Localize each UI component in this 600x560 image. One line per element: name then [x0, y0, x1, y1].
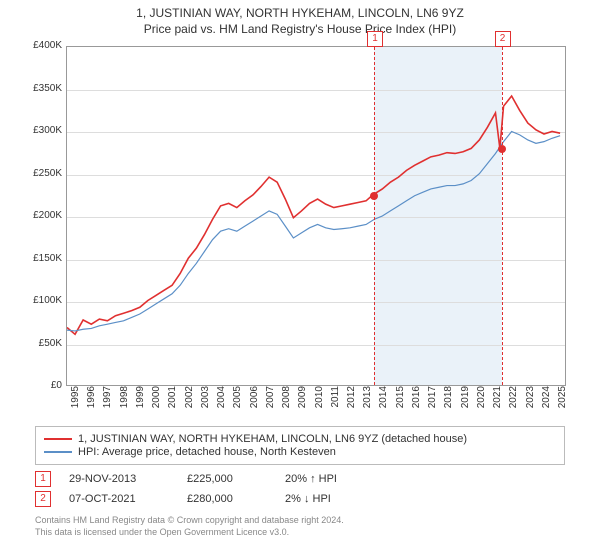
sales-table: 1 29-NOV-2013 £225,000 20% ↑ HPI 2 07-OC… [35, 469, 565, 509]
x-axis-label: 2004 [216, 386, 227, 416]
sale-row: 1 29-NOV-2013 £225,000 20% ↑ HPI [35, 469, 565, 489]
footer-attribution: Contains HM Land Registry data © Crown c… [35, 515, 565, 538]
x-axis-label: 2022 [508, 386, 519, 416]
y-axis-label: £400K [20, 40, 62, 51]
chart-area: 12 £0 £50K £100K £150K £200K £250K £300K £350K £… [20, 40, 580, 420]
legend-swatch-property [44, 438, 72, 440]
sale-price: £280,000 [187, 493, 267, 505]
x-axis-label: 2025 [557, 386, 568, 416]
x-axis-label: 2014 [378, 386, 389, 416]
x-axis-label: 1999 [135, 386, 146, 416]
legend-swatch-hpi [44, 451, 72, 453]
sale-price: £225,000 [187, 473, 267, 485]
x-axis-label: 2005 [232, 386, 243, 416]
x-axis-label: 2008 [281, 386, 292, 416]
x-axis-label: 2010 [314, 386, 325, 416]
x-axis-label: 2001 [167, 386, 178, 416]
sale-marker-box: 2 [495, 31, 511, 47]
y-axis-label: £100K [20, 295, 62, 306]
x-axis-label: 2007 [265, 386, 276, 416]
legend-label-hpi: HPI: Average price, detached house, Nort… [78, 446, 336, 458]
sale-marker-2: 2 [35, 491, 51, 507]
x-axis-label: 2020 [476, 386, 487, 416]
x-axis-label: 2024 [541, 386, 552, 416]
y-axis-label: £200K [20, 210, 62, 221]
x-axis-label: 1997 [102, 386, 113, 416]
sale-delta: 20% ↑ HPI [285, 473, 337, 485]
x-axis-label: 2006 [249, 386, 260, 416]
x-axis-label: 2023 [525, 386, 536, 416]
legend-label-property: 1, JUSTINIAN WAY, NORTH HYKEHAM, LINCOLN… [78, 433, 467, 445]
sale-date: 07-OCT-2021 [69, 493, 169, 505]
x-axis-label: 1995 [70, 386, 81, 416]
y-axis-label: £0 [20, 380, 62, 391]
series-hpi [67, 132, 560, 331]
x-axis-label: 2011 [330, 386, 341, 416]
legend-item-hpi: HPI: Average price, detached house, Nort… [44, 446, 556, 458]
sale-marker-box: 1 [367, 31, 383, 47]
x-axis-label: 2009 [297, 386, 308, 416]
sale-row: 2 07-OCT-2021 £280,000 2% ↓ HPI [35, 489, 565, 509]
series-property [67, 96, 560, 334]
title-address: 1, JUSTINIAN WAY, NORTH HYKEHAM, LINCOLN… [0, 6, 600, 20]
footer-line1: Contains HM Land Registry data © Crown c… [35, 515, 565, 527]
x-axis-label: 2019 [460, 386, 471, 416]
y-axis-label: £150K [20, 253, 62, 264]
x-axis-label: 2002 [184, 386, 195, 416]
y-axis-label: £300K [20, 125, 62, 136]
plot-area: 12 [66, 46, 566, 386]
sale-marker-1: 1 [35, 471, 51, 487]
x-axis-label: 2013 [362, 386, 373, 416]
footer-line2: This data is licensed under the Open Gov… [35, 527, 565, 539]
sale-marker-dot [370, 192, 378, 200]
x-axis-label: 2000 [151, 386, 162, 416]
sale-date: 29-NOV-2013 [69, 473, 169, 485]
x-axis-label: 2012 [346, 386, 357, 416]
x-axis-label: 2016 [411, 386, 422, 416]
x-axis-label: 2015 [395, 386, 406, 416]
y-axis-label: £250K [20, 168, 62, 179]
chart-lines [67, 47, 565, 385]
x-axis-label: 1996 [86, 386, 97, 416]
sale-marker-dot [498, 145, 506, 153]
x-axis-label: 2021 [492, 386, 503, 416]
legend-item-property: 1, JUSTINIAN WAY, NORTH HYKEHAM, LINCOLN… [44, 433, 556, 445]
sale-delta: 2% ↓ HPI [285, 493, 331, 505]
x-axis-label: 2018 [443, 386, 454, 416]
y-axis-label: £50K [20, 338, 62, 349]
x-axis-label: 2017 [427, 386, 438, 416]
y-axis-label: £350K [20, 83, 62, 94]
legend-box: 1, JUSTINIAN WAY, NORTH HYKEHAM, LINCOLN… [35, 426, 565, 465]
x-axis-label: 2003 [200, 386, 211, 416]
x-axis-label: 1998 [119, 386, 130, 416]
